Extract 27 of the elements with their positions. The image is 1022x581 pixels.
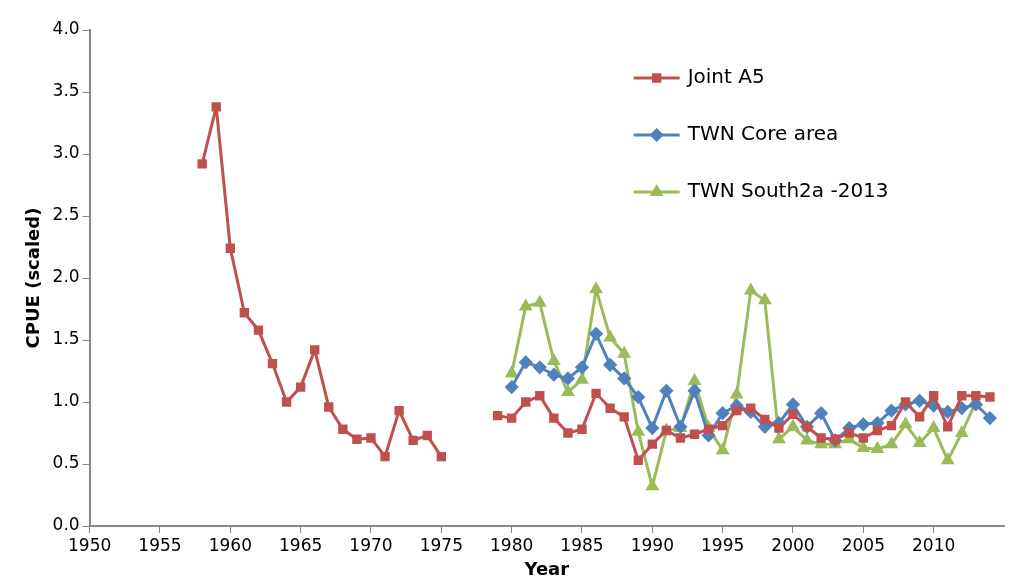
x-tick-label: 2005 bbox=[841, 534, 885, 555]
x-tick-label: 1995 bbox=[701, 534, 745, 555]
x-tick-label: 1950 bbox=[68, 534, 112, 555]
legend-label: TWN South2a -2013 bbox=[686, 178, 889, 203]
y-axis-title: CPUE (scaled) bbox=[22, 207, 44, 349]
x-tick-label: 1955 bbox=[138, 534, 182, 555]
x-tick-label: 1985 bbox=[560, 534, 604, 555]
legend-label: Joint A5 bbox=[685, 64, 765, 89]
y-tick-label: 2.0 bbox=[52, 266, 80, 287]
x-axis-title: Year bbox=[523, 557, 570, 579]
x-tick-label: 1970 bbox=[349, 534, 393, 555]
x-tick-label: 2010 bbox=[912, 534, 956, 555]
y-tick-label: 1.5 bbox=[52, 328, 80, 349]
x-tick-label: 1990 bbox=[630, 534, 674, 555]
y-tick-label: 4.0 bbox=[52, 18, 80, 39]
x-tick-label: 1965 bbox=[279, 534, 323, 555]
x-tick-label: 1960 bbox=[208, 534, 252, 555]
x-tick-label: 2000 bbox=[771, 534, 815, 555]
y-tick-label: 2.5 bbox=[52, 204, 80, 225]
legend-label: TWN Core area bbox=[686, 121, 839, 146]
y-tick-label: 0.0 bbox=[52, 514, 80, 535]
y-tick-label: 1.0 bbox=[52, 390, 80, 411]
y-tick-label: 0.5 bbox=[52, 452, 80, 473]
y-tick-label: 3.5 bbox=[52, 80, 80, 101]
y-tick-label: 3.0 bbox=[52, 142, 80, 163]
x-tick-label: 1980 bbox=[490, 534, 534, 555]
x-tick-label: 1975 bbox=[419, 534, 463, 555]
